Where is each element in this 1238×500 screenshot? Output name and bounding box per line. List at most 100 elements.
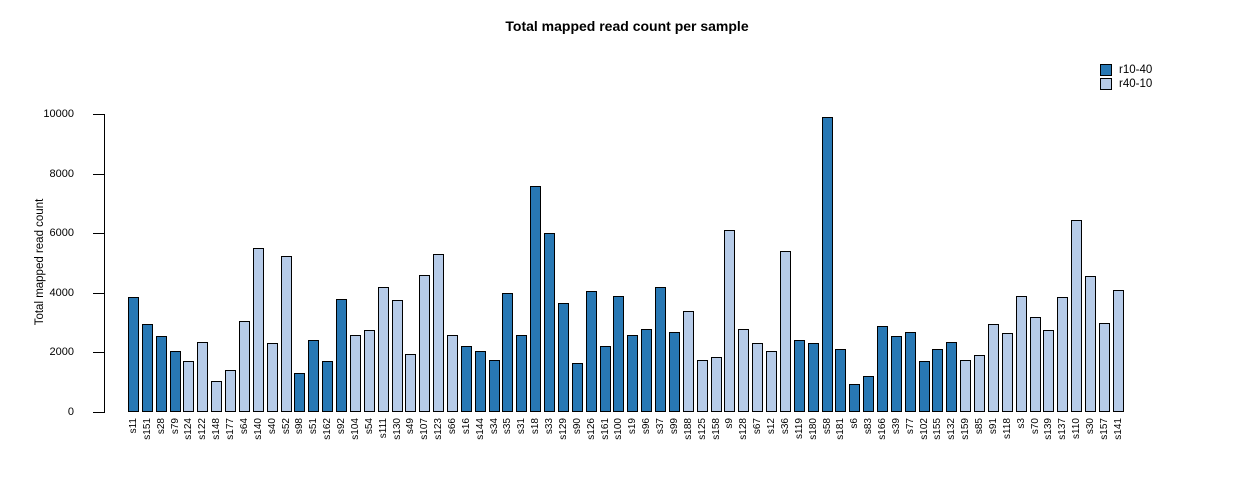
bar-s28 <box>156 336 167 412</box>
y-tick <box>93 233 104 234</box>
x-tick-label: s188 <box>683 418 694 440</box>
y-tick <box>93 352 104 353</box>
bar-s118 <box>1002 333 1013 412</box>
x-tick-label: s155 <box>932 418 943 440</box>
chart-title: Total mapped read count per sample <box>505 18 749 34</box>
x-tick-label: s158 <box>711 418 722 440</box>
bar-s99 <box>669 332 680 412</box>
bar-s139 <box>1043 330 1054 412</box>
x-tick-label: s159 <box>960 418 971 440</box>
y-tick-label: 6000 <box>49 227 74 239</box>
bar-s34 <box>489 360 500 412</box>
bar-s49 <box>405 354 416 412</box>
bar-s124 <box>183 361 194 412</box>
legend-item-r10-40: r10-40 <box>1100 63 1152 77</box>
x-tick-label: s70 <box>1030 418 1041 435</box>
y-tick-label: 2000 <box>49 346 74 358</box>
bar-s31 <box>516 335 527 412</box>
bar-s166 <box>877 326 888 412</box>
x-tick-label: s124 <box>183 418 194 440</box>
bar-s9 <box>724 230 735 412</box>
legend-item-r40-10: r40-10 <box>1100 77 1152 91</box>
bar-s11 <box>128 297 139 412</box>
x-tick-label: s104 <box>350 418 361 440</box>
x-tick-label: s31 <box>516 418 527 435</box>
bar-s16 <box>461 346 472 412</box>
bar-s3 <box>1016 296 1027 412</box>
bar-s162 <box>322 361 333 412</box>
bar-s125 <box>697 360 708 412</box>
bar-s92 <box>336 299 347 412</box>
legend-swatch-r40-10 <box>1100 78 1112 90</box>
x-tick-label: s92 <box>336 418 347 435</box>
x-tick-label: s85 <box>974 418 985 435</box>
x-tick-label: s144 <box>475 418 486 440</box>
bar-s119 <box>794 340 805 412</box>
bar-s144 <box>475 351 486 412</box>
x-tick-label: s34 <box>489 418 500 435</box>
x-tick-label: s98 <box>294 418 305 435</box>
x-tick-label: s140 <box>253 418 264 440</box>
x-tick-label: s157 <box>1099 418 1110 440</box>
x-tick-label: s3 <box>1016 418 1027 429</box>
bar-s148 <box>211 381 222 412</box>
bar-s104 <box>350 335 361 412</box>
x-tick-label: s181 <box>835 418 846 440</box>
x-tick-label: s79 <box>170 418 181 435</box>
x-tick-label: s161 <box>600 418 611 440</box>
bar-s122 <box>197 342 208 412</box>
x-tick-label: s96 <box>641 418 652 435</box>
bar-s90 <box>572 363 583 412</box>
x-tick-label: s19 <box>627 418 638 435</box>
legend-label: r40-10 <box>1119 78 1153 90</box>
bar-s52 <box>281 256 292 412</box>
x-tick-label: s49 <box>405 418 416 435</box>
bar-s157 <box>1099 323 1110 412</box>
x-tick-label: s33 <box>544 418 555 435</box>
bar-s64 <box>239 321 250 412</box>
bar-s40 <box>267 343 278 412</box>
bar-s141 <box>1113 290 1124 412</box>
x-tick-label: s30 <box>1085 418 1096 435</box>
x-tick-label: s148 <box>211 418 222 440</box>
x-tick-label: s118 <box>1002 418 1013 439</box>
y-tick <box>93 174 104 175</box>
y-axis-line <box>104 114 105 413</box>
bar-s33 <box>544 233 555 412</box>
bar-s51 <box>308 340 319 412</box>
x-tick-label: s100 <box>613 418 624 440</box>
bar-s123 <box>433 254 444 412</box>
x-tick-label: s9 <box>724 418 735 429</box>
x-tick-label: s119 <box>794 418 805 439</box>
x-tick-label: s18 <box>530 418 541 435</box>
bar-s151 <box>142 324 153 412</box>
bar-s79 <box>170 351 181 412</box>
bar-s67 <box>752 343 763 412</box>
x-tick-label: s39 <box>891 418 902 435</box>
bar-s158 <box>711 357 722 412</box>
x-tick-label: s141 <box>1113 418 1124 440</box>
bar-s70 <box>1030 317 1041 412</box>
bar-s177 <box>225 370 236 412</box>
x-tick-label: s177 <box>225 418 236 440</box>
bar-s137 <box>1057 297 1068 412</box>
bar-s161 <box>600 346 611 412</box>
x-tick-label: s16 <box>461 418 472 435</box>
bar-s111 <box>378 287 389 412</box>
x-tick-label: s166 <box>877 418 888 440</box>
bar-s188 <box>683 311 694 412</box>
bar-s155 <box>932 349 943 412</box>
bar-s66 <box>447 335 458 412</box>
x-tick-label: s125 <box>697 418 708 440</box>
bar-s159 <box>960 360 971 412</box>
x-tick-label: s132 <box>946 418 957 440</box>
y-tick-label: 0 <box>67 406 74 418</box>
x-tick-label: s128 <box>738 418 749 440</box>
x-tick-label: s51 <box>308 418 319 435</box>
bar-s130 <box>392 300 403 412</box>
bar-s12 <box>766 351 777 412</box>
x-tick-label: s28 <box>156 418 167 435</box>
bar-s37 <box>655 287 666 412</box>
x-tick-label: s111 <box>378 418 389 439</box>
